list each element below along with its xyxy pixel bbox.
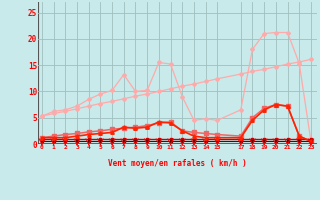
X-axis label: Vent moyen/en rafales ( km/h ): Vent moyen/en rafales ( km/h ) (108, 159, 247, 168)
